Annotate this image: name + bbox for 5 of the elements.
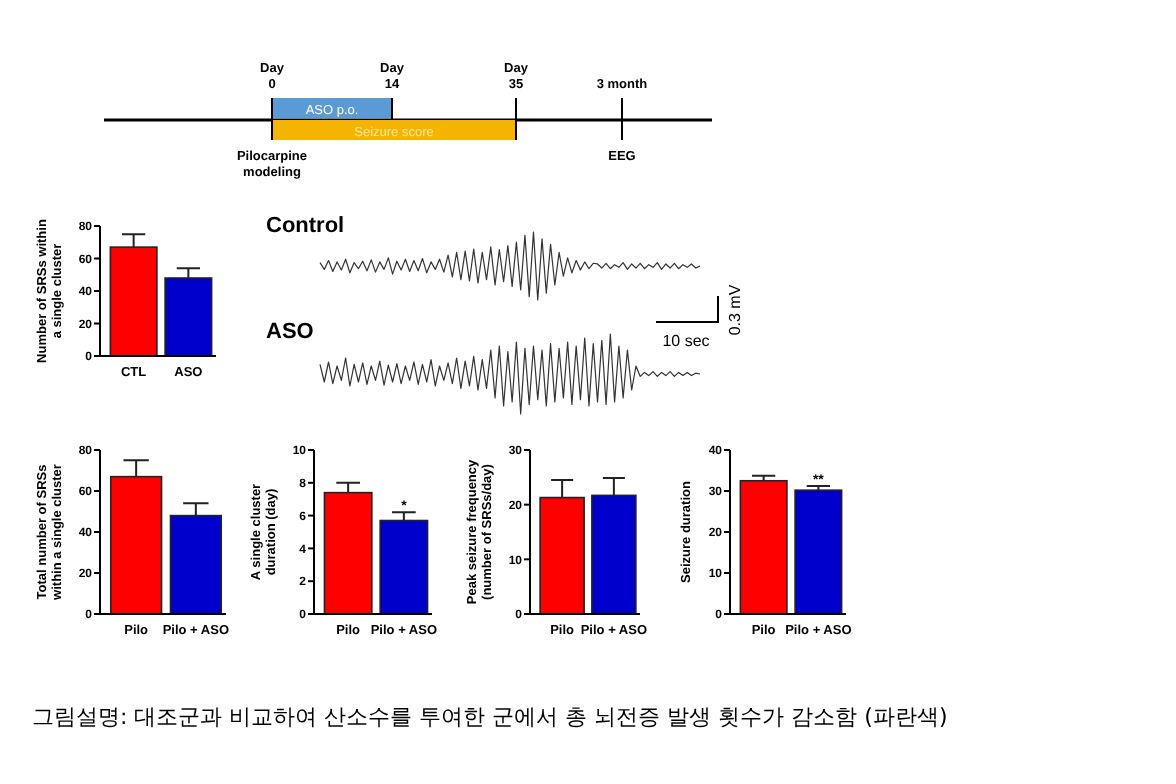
text: 0.3 mV bbox=[726, 283, 744, 336]
annotation: 10 sec bbox=[662, 332, 710, 350]
chart-title: Control bbox=[266, 214, 345, 238]
text: 그림설명: 대조군과 비교하여 산소수를 투여한 군에서 총 뇌전증 발생 횟수가 감소함 (파란색) bbox=[32, 704, 948, 730]
chart-title: ASO bbox=[266, 320, 315, 344]
